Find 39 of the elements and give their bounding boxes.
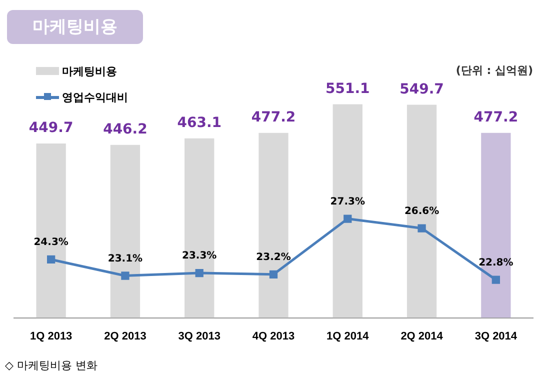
data-label: 549.7 [400,81,444,98]
data-label: 477.2 [474,109,518,126]
text: (단위 : 십억원) [456,63,533,78]
bar [406,104,437,318]
data-label: 446.2 [103,122,148,138]
data-label: 449.7 [28,120,74,136]
bar [258,132,288,318]
point [492,276,500,284]
x-tick-label: 1Q 2013 [30,330,72,342]
x-tick-label: 2Q 2014 [400,330,444,342]
bar [36,144,66,318]
data-label: 27.3% [330,196,365,208]
legend-label: 영업수익대비 [62,90,128,104]
x-tick-label: 3Q 2013 [178,330,220,342]
point [418,224,426,232]
x-tick-label: 1Q 2014 [326,330,370,342]
data-label: 477.2 [251,109,296,126]
data-label: 551.1 [325,80,370,97]
point [344,214,352,223]
x-tick-label: 2Q 2013 [104,330,146,342]
point [121,272,130,280]
data-label: 24.3% [34,237,68,248]
legend-label: 마케팅비용 [62,64,117,78]
data-label: 23.3% [182,250,217,262]
data-label: 22.8% [478,257,514,268]
x-tick-label: 4Q 2013 [252,330,295,342]
point [269,270,278,278]
data-label: 26.6% [404,206,440,217]
text: ◇ 마케팅비용 변화 [5,358,98,373]
bar [481,132,511,318]
chart-title: 마케팅비용 [7,10,143,44]
data-label: 23.2% [256,252,291,263]
data-label: 23.1% [108,253,143,264]
bar [184,138,214,318]
data-label: 463.1 [177,114,222,131]
point [195,268,204,278]
bar [110,144,140,318]
x-tick-label: 3Q 2014 [474,330,518,342]
point [46,255,56,264]
